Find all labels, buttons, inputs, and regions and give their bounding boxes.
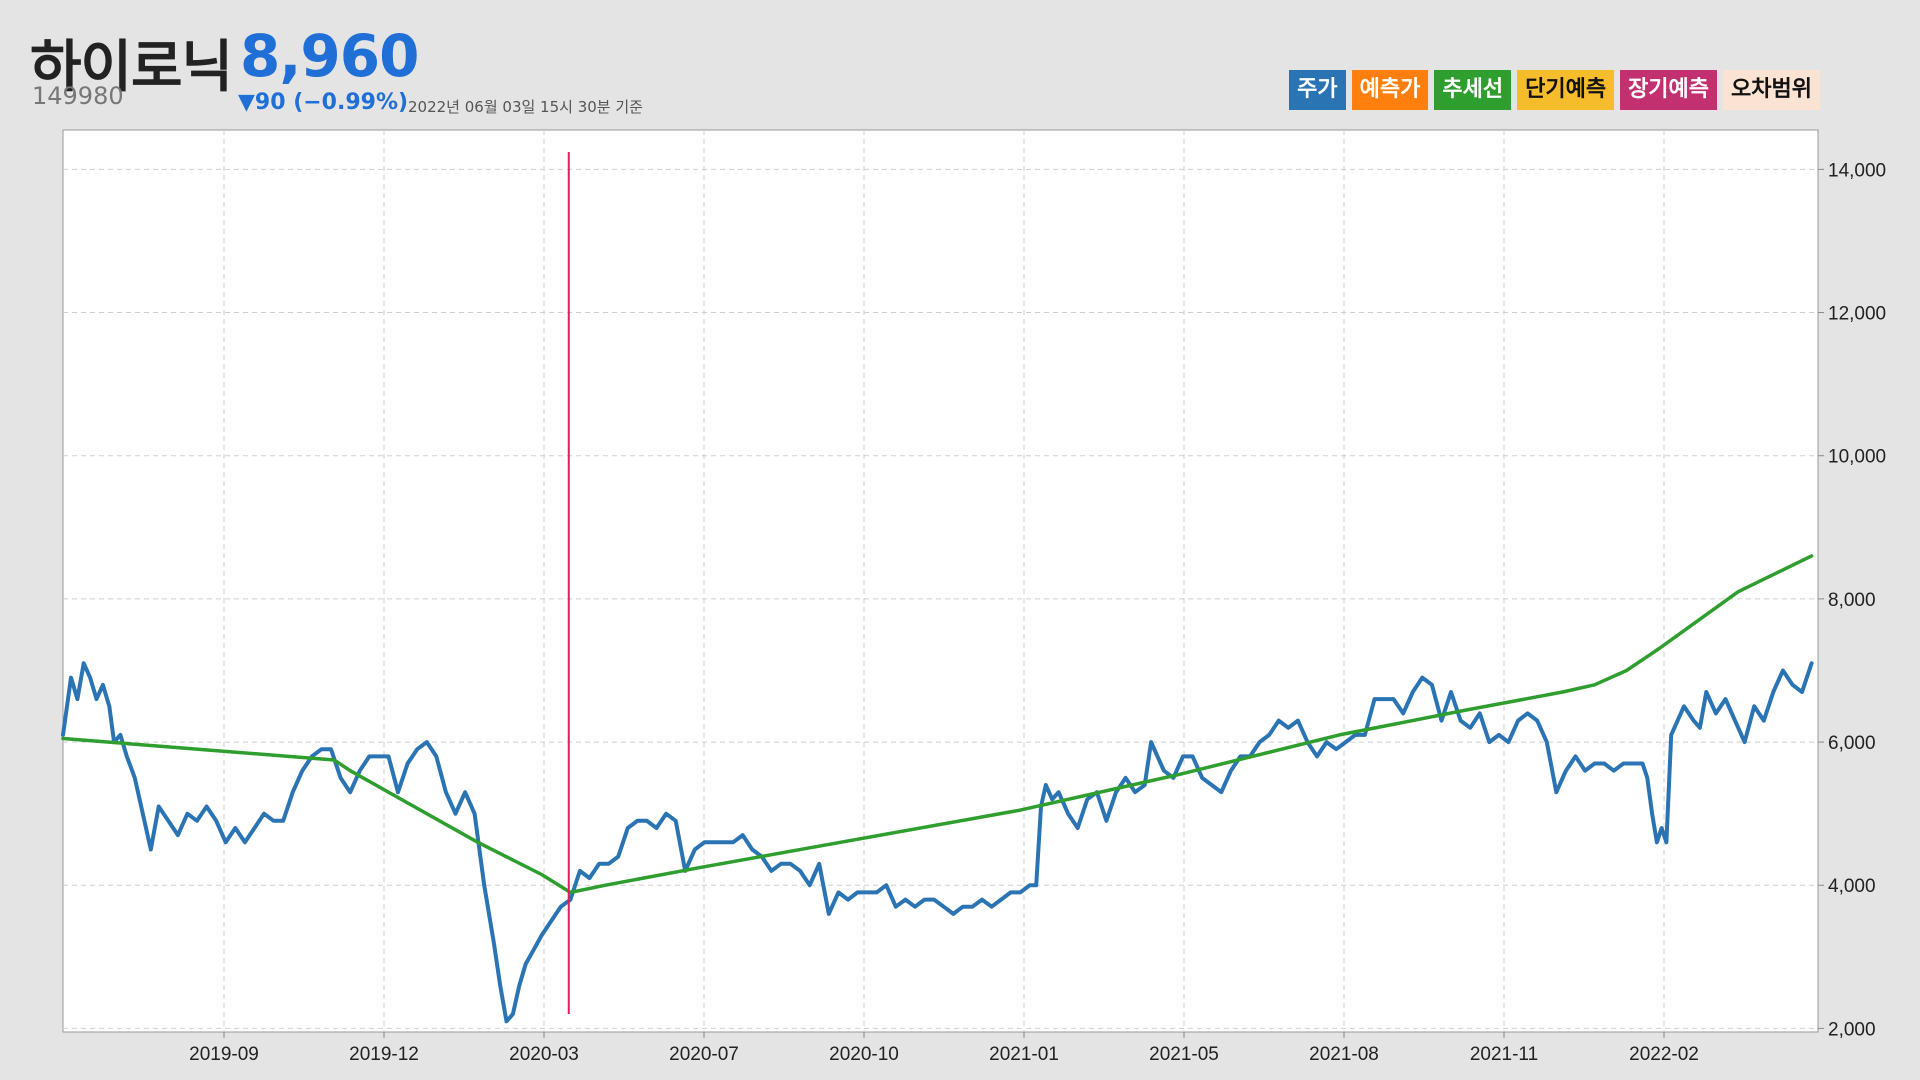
y-tick-label: 6,000 [1828, 733, 1876, 754]
y-tick-label: 12,000 [1828, 304, 1886, 325]
chart-legend: 주가 예측가 추세선 단기예측 장기예측 오차범위 [1289, 70, 1820, 110]
x-tick-label: 2021-01 [989, 1044, 1059, 1065]
x-tick-label: 2022-02 [1629, 1044, 1699, 1065]
legend-item-price[interactable]: 주가 [1289, 70, 1346, 110]
x-tick-label: 2019-09 [189, 1044, 259, 1065]
y-tick-label: 8,000 [1828, 590, 1876, 611]
x-tick-label: 2021-05 [1149, 1044, 1219, 1065]
x-tick-label: 2020-10 [829, 1044, 899, 1065]
plot-area [62, 129, 1819, 1033]
stock-code: 149980 [32, 82, 124, 110]
x-tick-label: 2019-12 [349, 1044, 419, 1065]
legend-item-short-term[interactable]: 단기예측 [1517, 70, 1615, 110]
y-tick-label: 14,000 [1828, 160, 1886, 181]
legend-item-prediction[interactable]: 예측가 [1351, 70, 1429, 110]
current-price: 8,960 [240, 22, 419, 90]
legend-item-trend[interactable]: 추세선 [1434, 70, 1512, 110]
trend-line [61, 554, 1814, 895]
x-tick-label: 2020-03 [509, 1044, 579, 1065]
y-tick-label: 10,000 [1828, 447, 1886, 468]
price-line [61, 661, 1814, 1024]
stock-name: 하이로닉 [30, 35, 233, 100]
legend-item-long-term[interactable]: 장기예측 [1620, 70, 1718, 110]
y-tick-label: 2,000 [1828, 1019, 1876, 1040]
x-tick-label: 2021-11 [1470, 1044, 1538, 1065]
x-tick-label: 2020-07 [669, 1044, 739, 1065]
y-tick-label: 4,000 [1828, 876, 1876, 897]
price-change: ▼90 (−0.99%) [238, 90, 409, 115]
legend-item-error-range[interactable]: 오차범위 [1723, 70, 1820, 110]
price-date: 2022년 06월 03일 15시 30분 기준 [408, 98, 643, 116]
x-tick-label: 2021-08 [1309, 1044, 1379, 1065]
